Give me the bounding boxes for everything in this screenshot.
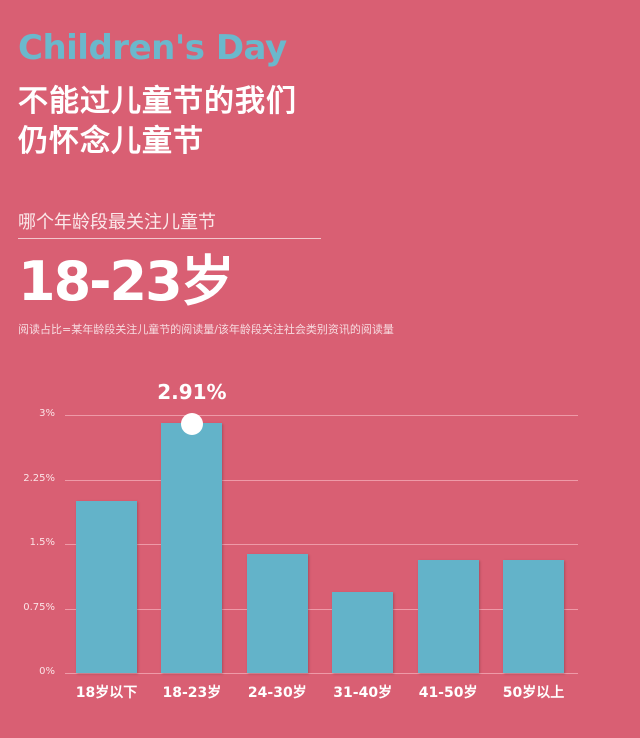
bar-3: [246, 554, 308, 673]
y-tick-label: 0%: [39, 666, 55, 677]
english-title: Children's Day: [18, 28, 287, 68]
gridline: [65, 479, 578, 481]
x-axis-label: 41-50岁: [418, 685, 478, 701]
chinese-title-line1: 不能过儿童节的我们: [18, 84, 297, 119]
bar-1: [76, 501, 137, 673]
answer-highlight: 18-23岁: [18, 250, 235, 313]
gridline: [65, 415, 578, 416]
x-axis-label: 50岁以上: [502, 685, 565, 701]
gridline: [65, 608, 578, 610]
gridline: [65, 673, 578, 674]
chart-question: 哪个年龄段最关注儿童节: [18, 212, 216, 233]
gridline: [65, 544, 578, 545]
chinese-title-line2: 仍怀念儿童节: [18, 124, 204, 159]
bar-4: [332, 592, 394, 673]
bar-5: [417, 560, 479, 673]
y-tick-label: 1.5%: [29, 537, 55, 548]
x-axis-label: 31-40岁: [333, 685, 393, 701]
bar-2: [161, 422, 223, 673]
y-tick-label: 0.75%: [23, 601, 55, 613]
x-axis-label: 18岁以下: [75, 685, 138, 701]
x-axis-label: 24-30岁: [247, 685, 307, 701]
peak-marker-dot: [180, 412, 203, 435]
bar-6: [503, 560, 564, 673]
divider: [18, 238, 321, 239]
y-tick-label: 2.25%: [23, 472, 55, 484]
x-axis-label: 18-23岁: [162, 685, 222, 701]
peak-value-label: 2.91%: [157, 380, 227, 404]
y-tick-label: 3%: [39, 408, 55, 419]
definition-note: 阅读占比=某年龄段关注儿童节的阅读量/该年龄段关注社会类别资讯的阅读量: [18, 323, 394, 336]
